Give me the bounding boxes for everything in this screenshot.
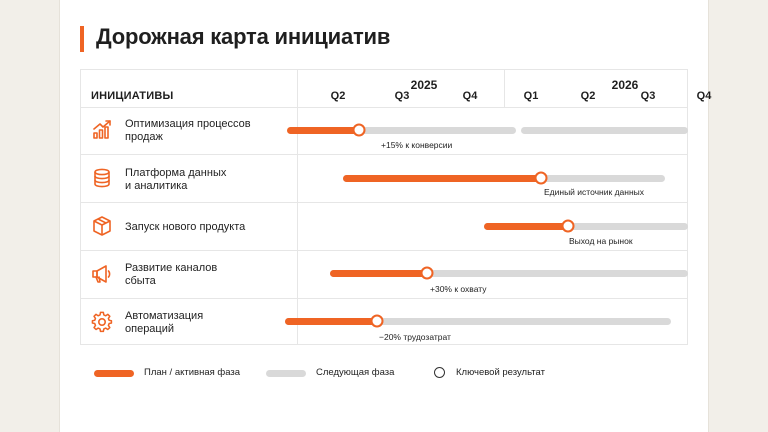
active-phase-bar bbox=[484, 223, 568, 230]
row-divider bbox=[81, 250, 687, 251]
active-phase-bar bbox=[330, 270, 427, 277]
key-result-label: Единый источник данных bbox=[544, 187, 645, 197]
initiative-label-line: Запуск нового продукта bbox=[125, 221, 246, 233]
roadmap-table: ИНИЦИАТИВЫ 2025 2026 Q2 Q3 Q4 Q1 Q2 Q3 Q… bbox=[80, 69, 711, 345]
title-accent-bar bbox=[80, 26, 84, 52]
box-icon bbox=[91, 215, 113, 237]
initiative-label-line: Оптимизация процессов bbox=[125, 118, 251, 130]
key-result-marker bbox=[352, 123, 366, 137]
megaphone-icon bbox=[91, 263, 113, 285]
row-divider bbox=[81, 202, 687, 203]
year-label-2026: 2026 bbox=[611, 78, 639, 92]
key-result-marker bbox=[370, 314, 384, 328]
row-divider bbox=[81, 107, 687, 108]
active-phase-bar bbox=[285, 318, 377, 325]
year-divider bbox=[504, 70, 505, 107]
initiative-label-line: операций bbox=[125, 323, 175, 335]
initiative-label-line: Платформа данных bbox=[125, 167, 227, 179]
active-phase-bar bbox=[343, 175, 541, 182]
key-result-label: −20% трудозатрат bbox=[379, 332, 451, 342]
key-result-marker bbox=[420, 266, 434, 280]
initiatives-column-header: ИНИЦИАТИВЫ bbox=[91, 90, 174, 102]
initiative-label: Автоматизация операций bbox=[125, 310, 203, 336]
next-phase-bar bbox=[521, 127, 688, 134]
key-result-marker bbox=[561, 219, 575, 233]
legend-next-label: Следующая фаза bbox=[316, 367, 395, 378]
key-result-marker bbox=[534, 171, 548, 185]
next-phase-bar bbox=[330, 270, 688, 277]
quarter-label: Q1 bbox=[523, 90, 539, 102]
initiative-label-line: Автоматизация bbox=[125, 310, 204, 322]
year-label-2025: 2025 bbox=[410, 78, 438, 92]
key-result-label: +15% к конверсии bbox=[381, 140, 453, 150]
legend-next-swatch bbox=[266, 370, 306, 377]
key-result-label: +30% к охвату bbox=[430, 284, 487, 294]
gear-icon bbox=[91, 311, 113, 333]
next-phase-bar bbox=[361, 127, 516, 134]
initiative-label-line: сбыта bbox=[125, 275, 156, 287]
page-title: Дорожная карта инициатив bbox=[96, 24, 391, 49]
quarter-label: Q4 bbox=[462, 90, 478, 102]
roadmap-slide: Дорожная карта инициатив ИНИЦИАТИВЫ 2025… bbox=[60, 0, 711, 432]
quarter-label: Q3 bbox=[394, 90, 410, 102]
key-result-label: Выход на рынок bbox=[569, 236, 633, 246]
growth-chart-icon bbox=[91, 119, 113, 141]
initiative-label: Оптимизация процессов продаж bbox=[125, 118, 251, 144]
quarter-label: Q3 bbox=[640, 90, 656, 102]
quarter-label: Q2 bbox=[580, 90, 596, 102]
next-phase-bar bbox=[484, 223, 688, 230]
initiative-label-line: Развитие каналов bbox=[125, 262, 218, 274]
row-divider bbox=[81, 154, 687, 155]
database-icon bbox=[91, 167, 113, 189]
initiative-label-line: продаж bbox=[125, 131, 163, 143]
row-divider bbox=[81, 298, 687, 299]
initiative-label: Запуск нового продукта bbox=[125, 221, 245, 234]
legend-result-label: Ключевой результат bbox=[456, 367, 545, 378]
legend-result-marker bbox=[434, 367, 445, 378]
next-phase-bar bbox=[285, 318, 671, 325]
legend-plan-label: План / активная фаза bbox=[144, 367, 241, 378]
initiative-label: Развитие каналов сбыта bbox=[125, 262, 217, 288]
legend: План / активная фаза Следующая фаза Ключ… bbox=[60, 366, 708, 382]
initiative-label-line: и аналитика bbox=[125, 180, 188, 192]
quarter-label: Q2 bbox=[330, 90, 346, 102]
column-divider bbox=[297, 70, 298, 344]
quarter-label: Q4 bbox=[696, 90, 712, 102]
initiative-label: Платформа данных и аналитика bbox=[125, 167, 226, 193]
active-phase-bar bbox=[287, 127, 361, 134]
legend-plan-swatch bbox=[94, 370, 134, 377]
